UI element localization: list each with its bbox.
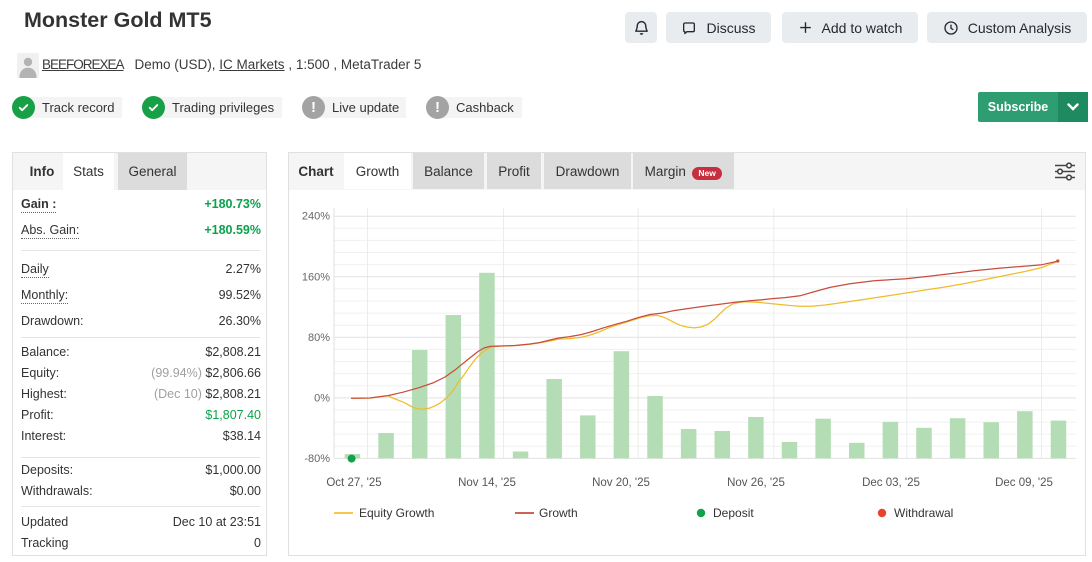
svg-text:240%: 240% <box>302 211 330 223</box>
svg-text:Nov 20, '25: Nov 20, '25 <box>592 477 650 489</box>
svg-text:Deposit: Deposit <box>713 506 754 520</box>
svg-text:Dec 03, '25: Dec 03, '25 <box>862 477 920 489</box>
svg-text:160%: 160% <box>302 271 330 283</box>
svg-text:Nov 26, '25: Nov 26, '25 <box>727 477 785 489</box>
svg-text:Oct 27, '25: Oct 27, '25 <box>326 477 381 489</box>
svg-text:Dec 09, '25: Dec 09, '25 <box>995 477 1053 489</box>
svg-text:Growth: Growth <box>539 506 578 520</box>
svg-text:Equity Growth: Equity Growth <box>359 506 434 520</box>
svg-text:Withdrawal: Withdrawal <box>894 506 953 520</box>
svg-text:0%: 0% <box>314 392 330 404</box>
svg-text:-80%: -80% <box>304 453 330 465</box>
svg-text:Nov 14, '25: Nov 14, '25 <box>458 477 516 489</box>
svg-text:80%: 80% <box>308 332 330 344</box>
